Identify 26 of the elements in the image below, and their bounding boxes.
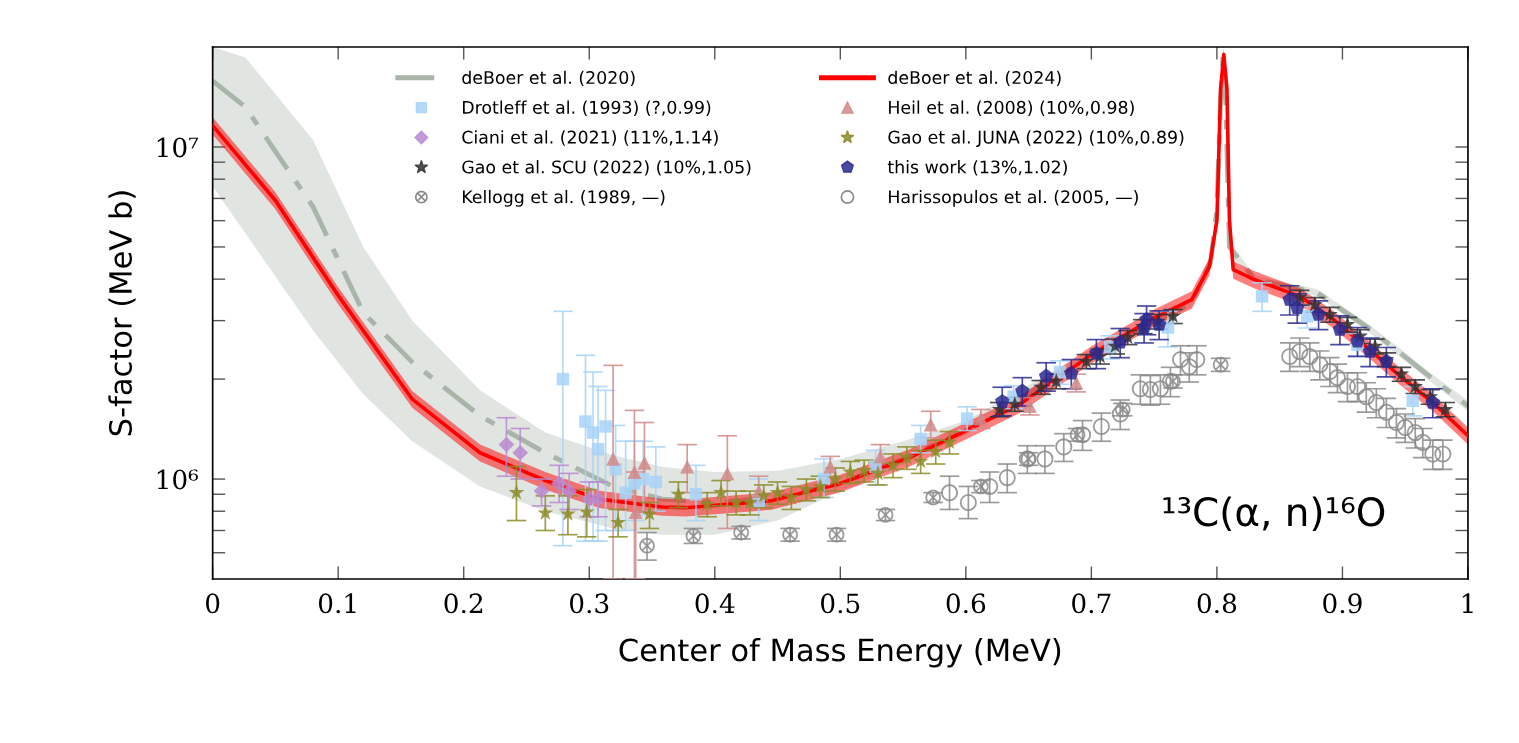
legend-label: Harissopulos et al. (2005, —) (889, 189, 1138, 207)
legend-label: Gao et al. SCU (2022) (10%,1.05) (462, 160, 751, 176)
legend-label: deBoer et al. (2024) (888, 70, 1061, 87)
x-tick-label: 0.3 (570, 593, 609, 614)
x-axis-title: Center of Mass Energy (MeV) (619, 637, 1061, 668)
x-tick-label: 0.2 (444, 593, 483, 614)
x-tick-label: 0.4 (695, 593, 735, 614)
legend-label: Ciani et al. (2021) (11%,1.14) (462, 130, 718, 146)
legend-label: Drotleff et al. (1993) (?,0.99) (463, 100, 711, 116)
annotation: ¹³C(α, n)¹⁶O (1163, 496, 1385, 532)
x-tick-label: 0.1 (318, 593, 356, 614)
y-tick-label: 10⁶ (157, 469, 198, 490)
x-tick-label: 0.6 (946, 593, 986, 614)
legend-label: Gao et al. JUNA (2022) (10%,0.89) (888, 130, 1184, 147)
x-tick-label: 0.7 (1072, 593, 1111, 614)
x-tick-label: 1 (1462, 593, 1473, 613)
y-axis-title: S-factor (MeV b) (108, 191, 136, 436)
legend-label: Kellogg et al. (1989, —) (463, 189, 665, 207)
legend-label: Heil et al. (2008) (10%,0.98) (889, 100, 1134, 116)
legend-label: this work (13%,1.02) (887, 160, 1067, 176)
x-tick-label: 0.9 (1323, 593, 1362, 614)
x-tick-label: 0.5 (821, 593, 860, 614)
legend-label: deBoer et al. (2020) (462, 70, 635, 87)
x-tick-label: 0.8 (1197, 593, 1237, 614)
y-tick-label: 10⁷ (157, 137, 199, 158)
x-tick-label: 0 (206, 593, 220, 614)
